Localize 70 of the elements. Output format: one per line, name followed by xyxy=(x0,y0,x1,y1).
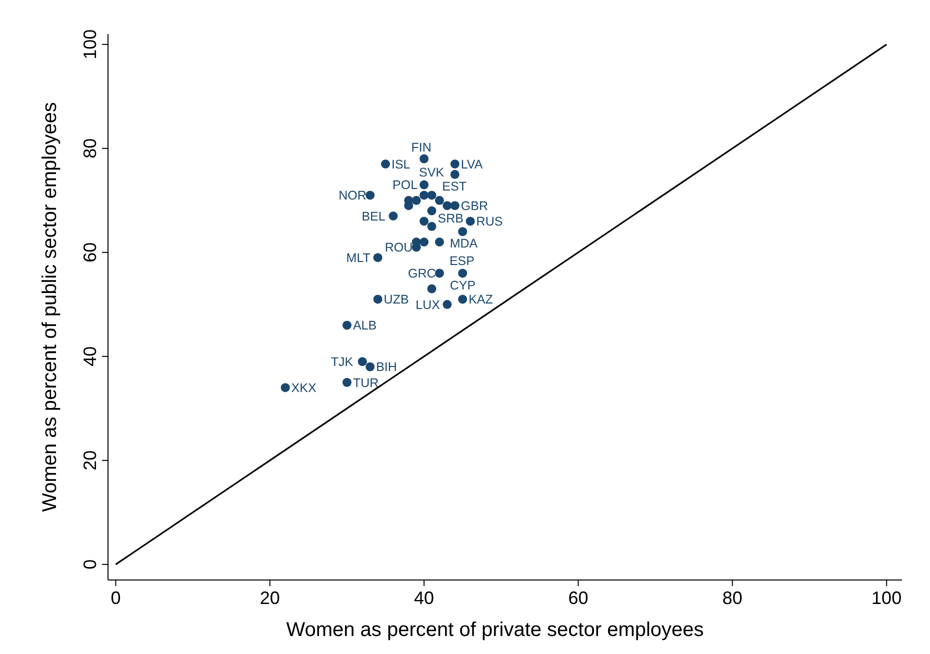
annotation: ESP xyxy=(449,254,474,268)
point xyxy=(373,294,382,304)
annotation: LUX xyxy=(416,298,441,312)
point xyxy=(450,160,460,168)
annotation: ISL xyxy=(392,157,410,172)
point xyxy=(420,180,429,190)
point xyxy=(420,216,429,226)
y-tick-label: 60 xyxy=(80,242,100,262)
point xyxy=(373,253,382,262)
point xyxy=(342,378,352,387)
annotation: LVA xyxy=(460,157,484,172)
point xyxy=(427,190,436,200)
annotation: CYP xyxy=(450,278,476,292)
point xyxy=(388,212,398,220)
y-tick-label: 20 xyxy=(80,450,100,470)
point xyxy=(434,238,444,246)
annotation: UZB xyxy=(384,292,409,307)
annotation: SVK xyxy=(419,165,445,180)
annotation: NOR xyxy=(338,188,366,203)
annotation: ALB xyxy=(352,318,377,333)
y-tick-label: 0 xyxy=(80,559,100,570)
annotation: KAZ xyxy=(468,292,494,307)
point xyxy=(342,320,352,330)
annotation: ROU xyxy=(384,240,413,255)
annotation: BEL xyxy=(362,209,386,224)
point xyxy=(420,154,429,164)
annotation: TJK xyxy=(330,354,354,369)
annotation: RUS xyxy=(476,214,503,229)
x-tick-label: 20 xyxy=(260,588,280,608)
point xyxy=(442,201,452,210)
x-tick-label: 80 xyxy=(722,588,742,608)
x-tick-label: 60 xyxy=(568,588,588,608)
y-tick-label: 80 xyxy=(80,138,100,158)
point xyxy=(366,190,375,200)
point xyxy=(427,206,436,216)
annotation: GRC xyxy=(408,266,436,281)
point xyxy=(450,201,460,210)
point xyxy=(420,190,429,200)
annotation: SRB xyxy=(438,212,464,226)
point xyxy=(450,170,460,179)
y-tick-label: 100 xyxy=(80,29,100,60)
x-tick-label: 40 xyxy=(414,588,434,608)
annotation: MLT xyxy=(346,250,371,265)
point xyxy=(427,222,436,231)
annotation: EST xyxy=(442,180,467,194)
annotation: XKX xyxy=(291,380,317,395)
point xyxy=(458,294,468,304)
y-tick-label: 40 xyxy=(80,346,100,366)
annotation: BIH xyxy=(376,360,397,374)
x-tick-label: 0 xyxy=(110,588,121,608)
point xyxy=(458,268,468,278)
annotation: GBR xyxy=(460,198,488,213)
annotation: MDA xyxy=(450,236,478,251)
annotation: FIN xyxy=(411,140,432,154)
point xyxy=(420,238,429,246)
point xyxy=(412,196,421,205)
point xyxy=(381,160,390,168)
point xyxy=(280,383,290,392)
point xyxy=(434,196,444,205)
point xyxy=(427,284,436,294)
x-tick-label: 100 xyxy=(872,588,902,608)
point xyxy=(458,227,468,236)
x-axis-title: Women as percent of private sector employees xyxy=(286,619,704,641)
annotation: TUR xyxy=(352,376,379,390)
point xyxy=(358,357,367,366)
point xyxy=(442,300,452,309)
annotation: POL xyxy=(392,178,418,192)
point xyxy=(366,362,375,372)
y-axis-title: Women as percent of public sector employees xyxy=(39,102,61,512)
point xyxy=(466,216,475,226)
